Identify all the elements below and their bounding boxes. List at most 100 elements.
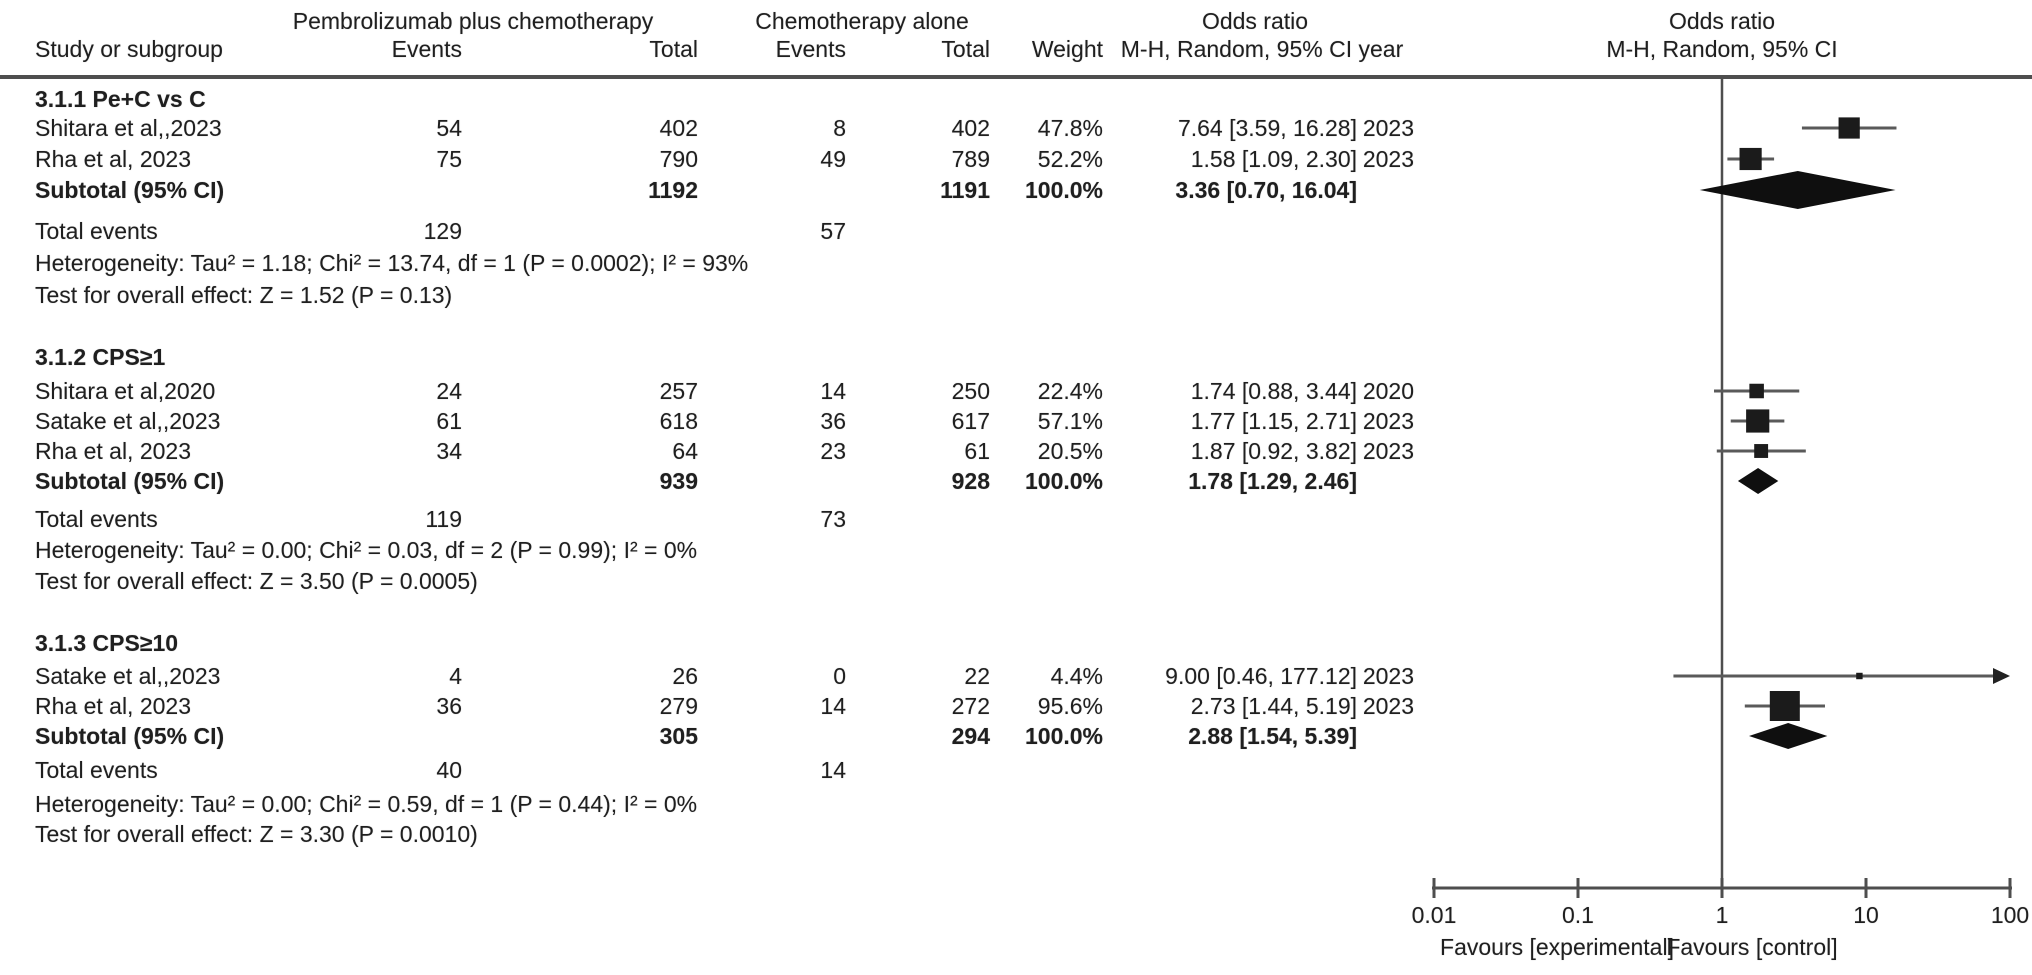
heterogeneity-text: Heterogeneity: Tau² = 0.00; Chi² = 0.59,… <box>35 791 698 817</box>
subgroup-title: 3.1.1 Pe+C vs C <box>35 86 206 112</box>
year-value: 2020 <box>1362 378 1414 404</box>
events-experimental: 24 <box>436 378 462 404</box>
total-experimental: 402 <box>659 115 698 141</box>
odds-ratio-ci-text: 1.77 [1.15, 2.71] <box>1190 408 1357 434</box>
heterogeneity-text: Heterogeneity: Tau² = 1.18; Chi² = 13.74… <box>35 250 749 276</box>
subtotal-total-control: 294 <box>951 723 990 749</box>
year-value: 2023 <box>1362 693 1414 719</box>
odds-ratio-ci-text: 1.58 [1.09, 2.30] <box>1190 146 1357 172</box>
year-value: 2023 <box>1362 115 1414 141</box>
weight-value: 4.4% <box>1050 663 1103 689</box>
study-marker <box>1769 691 1800 721</box>
subgroup-title: 3.1.2 CPS≥1 <box>35 344 166 370</box>
events1-column-header: Events <box>391 36 462 62</box>
study-marker <box>1856 672 1863 680</box>
study-name: Rha et al, 2023 <box>35 693 192 719</box>
odds-ratio-ci-text: 1.87 [0.92, 3.82] <box>1190 438 1357 464</box>
events-experimental: 34 <box>436 438 462 464</box>
total2-column-header: Total <box>941 36 990 62</box>
total-events-experimental: 129 <box>423 218 462 244</box>
total1-column-header: Total <box>649 36 698 62</box>
total-events-control: 73 <box>820 506 846 532</box>
total-control: 61 <box>964 438 990 464</box>
heterogeneity-text: Heterogeneity: Tau² = 0.00; Chi² = 0.03,… <box>35 537 698 563</box>
subtotal-label: Subtotal (95% CI) <box>35 177 225 203</box>
group1-header: Pembrolizumab plus chemotherapy <box>292 8 654 34</box>
total-control: 617 <box>951 408 990 434</box>
total-experimental: 618 <box>659 408 698 434</box>
total-events-label: Total events <box>35 506 158 532</box>
year-value: 2023 <box>1362 408 1414 434</box>
events-experimental: 36 <box>436 693 462 719</box>
subtotal-total-experimental: 305 <box>659 723 698 749</box>
odds-ratio-ci-text: 9.00 [0.46, 177.12] <box>1165 663 1357 689</box>
events-control: 14 <box>820 693 846 719</box>
year-value: 2023 <box>1362 663 1414 689</box>
study-name: Shitara et al,,2023 <box>35 115 222 141</box>
events-experimental: 75 <box>436 146 462 172</box>
total-control: 22 <box>964 663 990 689</box>
total-control: 250 <box>951 378 990 404</box>
weight-value: 95.6% <box>1037 693 1103 719</box>
x-tick-label: 0.01 <box>1411 902 1457 928</box>
subtotal-total-experimental: 939 <box>659 468 698 494</box>
study-marker <box>1746 409 1770 433</box>
x-tick-label: 0.1 <box>1562 902 1594 928</box>
study-marker <box>1838 117 1860 139</box>
events-experimental: 4 <box>449 663 462 689</box>
events-control: 0 <box>833 663 846 689</box>
weight-value: 52.2% <box>1037 146 1103 172</box>
events-control: 49 <box>820 146 846 172</box>
weight-value: 57.1% <box>1037 408 1103 434</box>
subtotal-label: Subtotal (95% CI) <box>35 723 225 749</box>
header-divider-line <box>0 75 2032 79</box>
odds-ratio-ci-text: 7.64 [3.59, 16.28] <box>1177 115 1357 141</box>
year-value: 2023 <box>1362 146 1414 172</box>
overall-effect-text: Test for overall effect: Z = 1.52 (P = 0… <box>35 282 453 308</box>
subtotal-diamond <box>1737 468 1779 494</box>
odds-ratio-ci-text: 2.73 [1.44, 5.19] <box>1190 693 1357 719</box>
events-experimental: 54 <box>436 115 462 141</box>
total-control: 789 <box>951 146 990 172</box>
total-control: 402 <box>951 115 990 141</box>
study-marker <box>1739 147 1762 171</box>
x-tick-label: 1 <box>1715 902 1729 928</box>
mh-ci-column-header: M-H, Random, 95% CI <box>1606 36 1838 62</box>
overall-effect-text: Test for overall effect: Z = 3.30 (P = 0… <box>35 821 478 847</box>
events-control: 36 <box>820 408 846 434</box>
favours-experimental-label: Favours [experimental] <box>1440 934 1674 960</box>
total-events-label: Total events <box>35 218 158 244</box>
x-tick-label: 100 <box>1990 902 2030 928</box>
odds-ratio-ci-text: 1.74 [0.88, 3.44] <box>1190 378 1357 404</box>
x-tick-label: 10 <box>1853 902 1879 928</box>
study-marker <box>1749 383 1764 399</box>
odds-ratio-header-right: Odds ratio <box>1668 8 1776 34</box>
total-experimental: 790 <box>659 146 698 172</box>
subtotal-weight: 100.0% <box>1024 177 1103 203</box>
year-value: 2023 <box>1362 438 1414 464</box>
events-control: 8 <box>833 115 846 141</box>
subtotal-total-control: 928 <box>951 468 990 494</box>
total-events-experimental: 40 <box>436 757 462 783</box>
study-name: Rha et al, 2023 <box>35 438 192 464</box>
subtotal-odds-ratio-ci-text: 1.78 [1.29, 2.46] <box>1188 468 1357 494</box>
events-experimental: 61 <box>436 408 462 434</box>
events-control: 14 <box>820 378 846 404</box>
ci-arrow <box>1993 668 2010 684</box>
overall-effect-text: Test for overall effect: Z = 3.50 (P = 0… <box>35 568 478 594</box>
subtotal-total-control: 1191 <box>940 177 990 203</box>
total-events-experimental: 119 <box>425 506 462 532</box>
study-name: Satake et al,,2023 <box>35 663 221 689</box>
total-events-control: 14 <box>820 757 846 783</box>
total-experimental: 26 <box>672 663 698 689</box>
subtotal-odds-ratio-ci-text: 2.88 [1.54, 5.39] <box>1188 723 1357 749</box>
study-name: Satake et al,,2023 <box>35 408 221 434</box>
total-experimental: 257 <box>659 378 698 404</box>
subtotal-diamond <box>1699 171 1896 209</box>
total-events-label: Total events <box>35 757 158 783</box>
events2-column-header: Events <box>775 36 846 62</box>
total-experimental: 64 <box>672 438 698 464</box>
study-name: Shitara et al,2020 <box>35 378 216 404</box>
